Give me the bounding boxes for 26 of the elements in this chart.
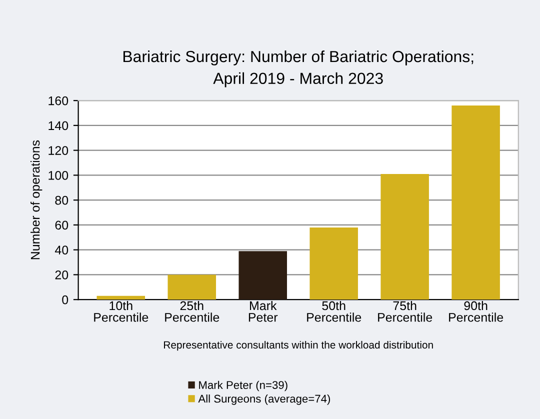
legend-label: All Surgeons (average=74) (198, 394, 330, 405)
y-tick-label: 80 (55, 196, 68, 205)
x-axis-title: Representative consultants within the workload distribution (164, 340, 433, 351)
y-tick-label: 160 (48, 96, 68, 106)
legend-label: Mark Peter (n=39) (199, 380, 288, 392)
y-axis-title: Number of operations (30, 140, 42, 260)
x-tick-label: 90th Percentile (449, 300, 504, 322)
x-tick-label: 10th Percentile (94, 300, 148, 322)
bar (238, 251, 287, 300)
x-tick-label: Mark Peter (248, 300, 278, 322)
x-tick-label: 25th Percentile (165, 300, 220, 322)
y-tick-label: 40 (54, 246, 68, 254)
bar (96, 296, 146, 300)
y-tick-label: 100 (48, 170, 68, 180)
y-tick-label: 140 (48, 121, 68, 130)
bar (310, 227, 358, 300)
x-tick-label: 50th Percentile (307, 300, 362, 322)
y-tick-label: 20 (55, 270, 68, 280)
y-tick-label: 60 (55, 220, 68, 230)
x-tick-label: 75th Percentile (378, 300, 432, 322)
bar (168, 274, 216, 300)
chart-title: Bariatric Surgery: Number of Bariatric Operations; April 2019 - March 2023 (123, 50, 474, 88)
y-tick-label: 0 (62, 295, 68, 304)
bar (452, 106, 500, 300)
y-tick-label: 120 (48, 146, 68, 155)
bar (380, 174, 429, 300)
